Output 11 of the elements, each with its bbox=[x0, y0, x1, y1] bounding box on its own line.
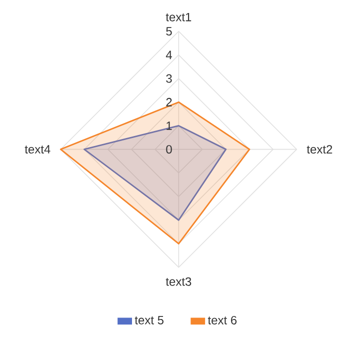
y-tick-label: 2 bbox=[166, 98, 172, 106]
y-tick-label: 4 bbox=[166, 50, 172, 60]
spoke-label: text4 bbox=[24, 145, 50, 154]
legend-label: text 6 bbox=[208, 316, 237, 324]
spoke-label: text2 bbox=[306, 145, 332, 154]
y-tick-label: 0 bbox=[166, 145, 172, 154]
y-tick-label: 5 bbox=[166, 27, 172, 36]
spoke-label: text1 bbox=[166, 12, 192, 22]
spoke-label: text3 bbox=[166, 277, 192, 286]
y-tick-label: 3 bbox=[166, 74, 172, 83]
legend-label: text 5 bbox=[134, 316, 164, 324]
